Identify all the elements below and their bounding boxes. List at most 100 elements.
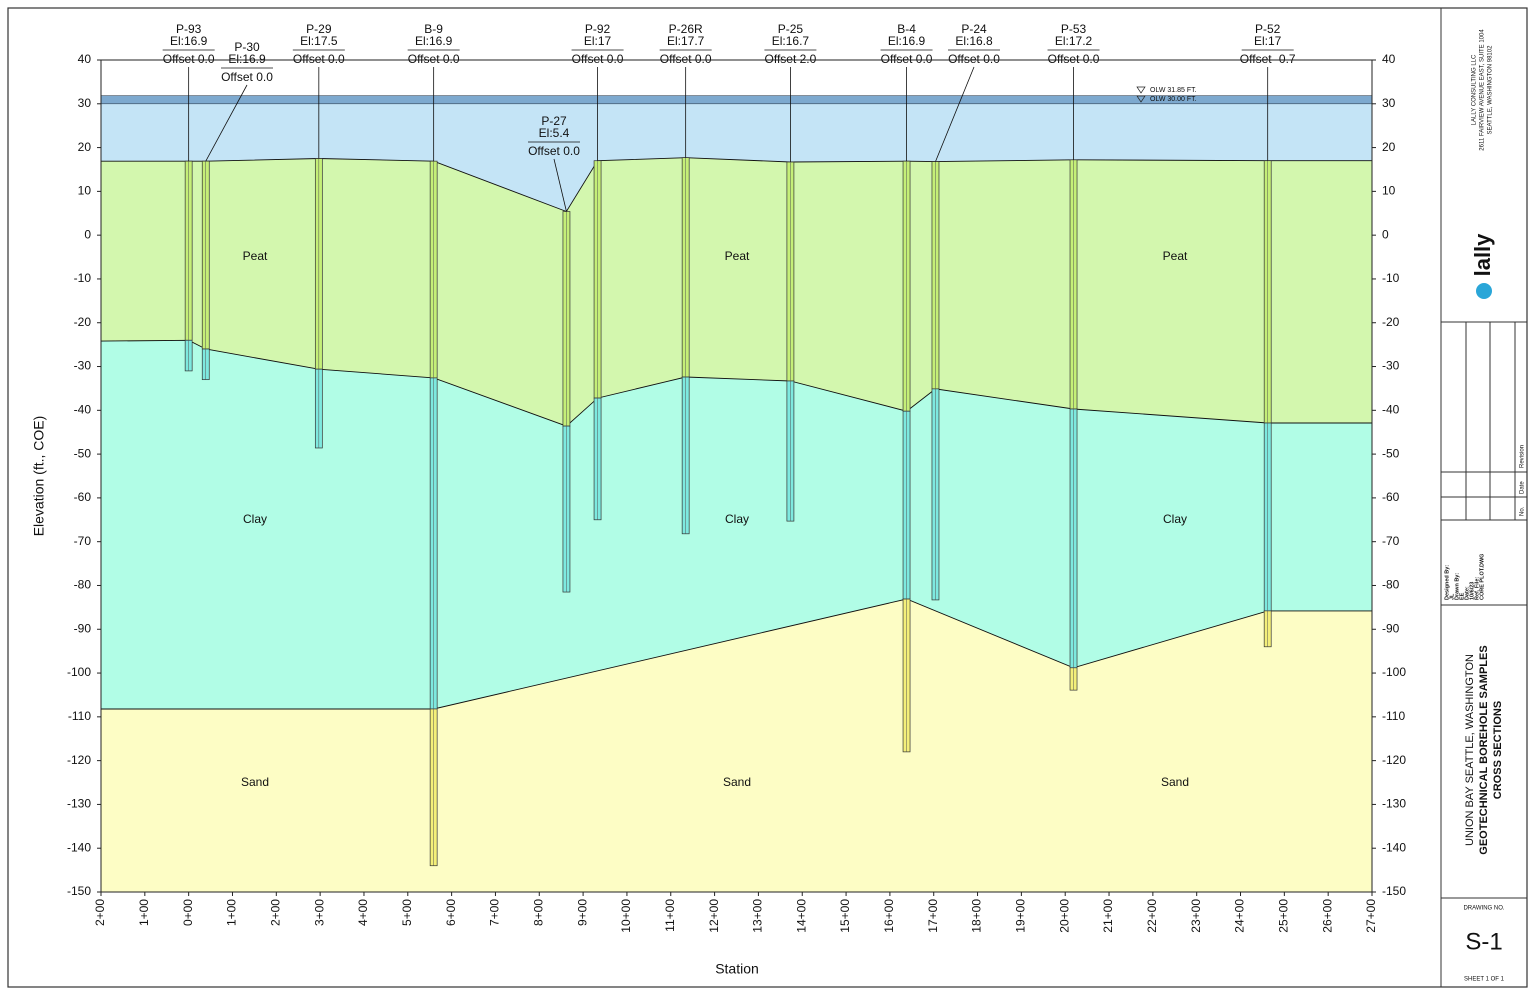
- x-tick-label: 23+00: [1189, 899, 1203, 933]
- borehole-name: P-27: [541, 114, 567, 128]
- y-tick-label: -80: [1382, 578, 1400, 592]
- credit: CORE PLOT.DWG: [1479, 554, 1485, 600]
- x-tick-label: 20+00: [1057, 899, 1071, 933]
- borehole-elevation: El:17.2: [1055, 34, 1093, 48]
- y-tick-label: 10: [1382, 184, 1396, 198]
- borehole-name: P-93: [176, 22, 202, 36]
- layer-label: Sand: [723, 775, 751, 789]
- layer: [101, 157, 1372, 427]
- x-tick-label: 21+00: [1101, 899, 1115, 933]
- borehole-name: P-26R: [669, 22, 703, 36]
- company: 2611 FAIRVIEW AVENUE EAST, SUITE 1004: [1480, 29, 1486, 151]
- y-axis-label: Elevation (ft., COE): [31, 416, 47, 537]
- x-tick-label: 1+00: [225, 899, 239, 926]
- title-block: LALLY CONSULTING LLC 2611 FAIRVIEW AVENU…: [1441, 29, 1527, 983]
- peat-clay-boundary: [100, 339, 1372, 427]
- credit: Drawn By:: [1454, 573, 1460, 600]
- borehole-offset: Offset 2.0: [765, 52, 817, 66]
- borehole-name: P-52: [1255, 22, 1281, 36]
- y-tick-label: 40: [1382, 52, 1396, 66]
- y-tick-label: -60: [74, 490, 92, 504]
- y-tick-label: -150: [1382, 884, 1406, 898]
- y-tick-label: -140: [67, 840, 91, 854]
- plot: Peat Peat Peat Clay Clay Clay Sand Sand Sand OLW …: [67, 22, 1406, 933]
- borehole-offset: Offset 0.0: [221, 70, 273, 84]
- y-tick-label: 40: [78, 52, 92, 66]
- x-tick-label: 25+00: [1277, 899, 1291, 933]
- revision-header: No.: [1520, 506, 1526, 516]
- layer-label: Sand: [1161, 775, 1189, 789]
- y-tick-label: 0: [84, 227, 91, 241]
- layer-label: Sand: [241, 775, 269, 789]
- y-tick-label: -60: [1382, 490, 1400, 504]
- y-tick-label: -130: [67, 797, 91, 811]
- drawing-no-label: DRAWING NO.: [1463, 906, 1504, 912]
- borehole-offset: Offset -0.7: [1240, 52, 1296, 66]
- borehole-elevation: El:17.5: [300, 34, 338, 48]
- borehole-name: P-92: [585, 22, 611, 36]
- y-tick-label: -70: [74, 534, 92, 548]
- logo: lally: [1470, 233, 1495, 277]
- borehole-elevation: El:16.8: [955, 34, 993, 48]
- layer-label: Peat: [1163, 249, 1188, 263]
- y-tick-label: 0: [1382, 227, 1389, 241]
- borehole-offset: Offset 0.0: [408, 52, 460, 66]
- project-title: GEOTECHNICAL BOREHOLE SAMPLES: [1478, 645, 1490, 854]
- credit: EE: [1459, 592, 1465, 600]
- x-tick-label: 4+00: [356, 899, 370, 926]
- y-tick-label: -50: [74, 446, 92, 460]
- revision-header: Revision: [1520, 445, 1526, 468]
- x-axis-label: Station: [715, 961, 759, 977]
- leader: [553, 158, 567, 212]
- layer: [101, 340, 1372, 709]
- x-tick-label: 10+00: [619, 899, 633, 933]
- x-tick-label: 6+00: [444, 899, 458, 926]
- credit: Designed By:: [1444, 565, 1450, 600]
- y-tick-label: 20: [78, 140, 92, 154]
- y-tick-label: -70: [1382, 534, 1400, 548]
- y-tick-label: -120: [67, 753, 91, 767]
- borehole-elevation: El:16.9: [170, 34, 208, 48]
- company: LALLY CONSULTING LLC: [1472, 54, 1478, 125]
- y-tick-label: -10: [74, 271, 92, 285]
- borehole-offset: Offset 0.0: [660, 52, 712, 66]
- y-tick-label: 20: [1382, 140, 1396, 154]
- x-tick-label: 14+00: [794, 899, 808, 933]
- credit: JL: [1449, 593, 1455, 600]
- water-symbol: [1136, 86, 1146, 94]
- borehole-elevation: El:17: [584, 34, 612, 48]
- borehole-name: P-24: [961, 22, 987, 36]
- sheet-no: SHEET 1 OF 1: [1464, 977, 1505, 983]
- x-tick-label: 27+00: [1364, 899, 1378, 933]
- borehole-elevation: El:16.9: [888, 34, 926, 48]
- x-tick-label: 24+00: [1233, 899, 1247, 933]
- borehole-elevation: El:16.7: [772, 34, 810, 48]
- x-tick-label: 15+00: [838, 899, 852, 933]
- y-tick-label: -130: [1382, 797, 1406, 811]
- y-tick-label: -110: [1382, 709, 1405, 723]
- y-tick-label: -100: [67, 665, 91, 679]
- borehole-elevation: El:16.9: [415, 34, 453, 48]
- borehole-elevation: El:16.9: [228, 52, 266, 66]
- x-tick-label: 9+00: [575, 899, 589, 926]
- y-tick-label: -10: [1382, 271, 1400, 285]
- layer-label: Clay: [725, 512, 749, 526]
- y-tick-label: -150: [67, 884, 91, 898]
- leader: [205, 84, 248, 162]
- y-tick-label: 10: [78, 184, 92, 198]
- ground-line: [101, 157, 1372, 213]
- borehole-elevation: El:5.4: [539, 126, 570, 140]
- layer-label: Peat: [725, 249, 750, 263]
- x-tick-label: 0+00: [181, 899, 195, 926]
- y-tick-label: -90: [74, 621, 92, 635]
- layer-label: Clay: [1163, 512, 1187, 526]
- drawing-no: S-1: [1465, 928, 1502, 955]
- y-tick-label: -120: [1382, 753, 1406, 767]
- borehole-offset: Offset 0.0: [163, 52, 215, 66]
- leader: [935, 66, 975, 162]
- x-tick-label: 19+00: [1014, 899, 1028, 933]
- x-tick-label: 17+00: [926, 899, 940, 933]
- x-tick-label: 26+00: [1320, 899, 1334, 933]
- x-tick-label: 1+00: [137, 899, 151, 926]
- water-label: OLW 30.00 FT.: [1150, 96, 1197, 103]
